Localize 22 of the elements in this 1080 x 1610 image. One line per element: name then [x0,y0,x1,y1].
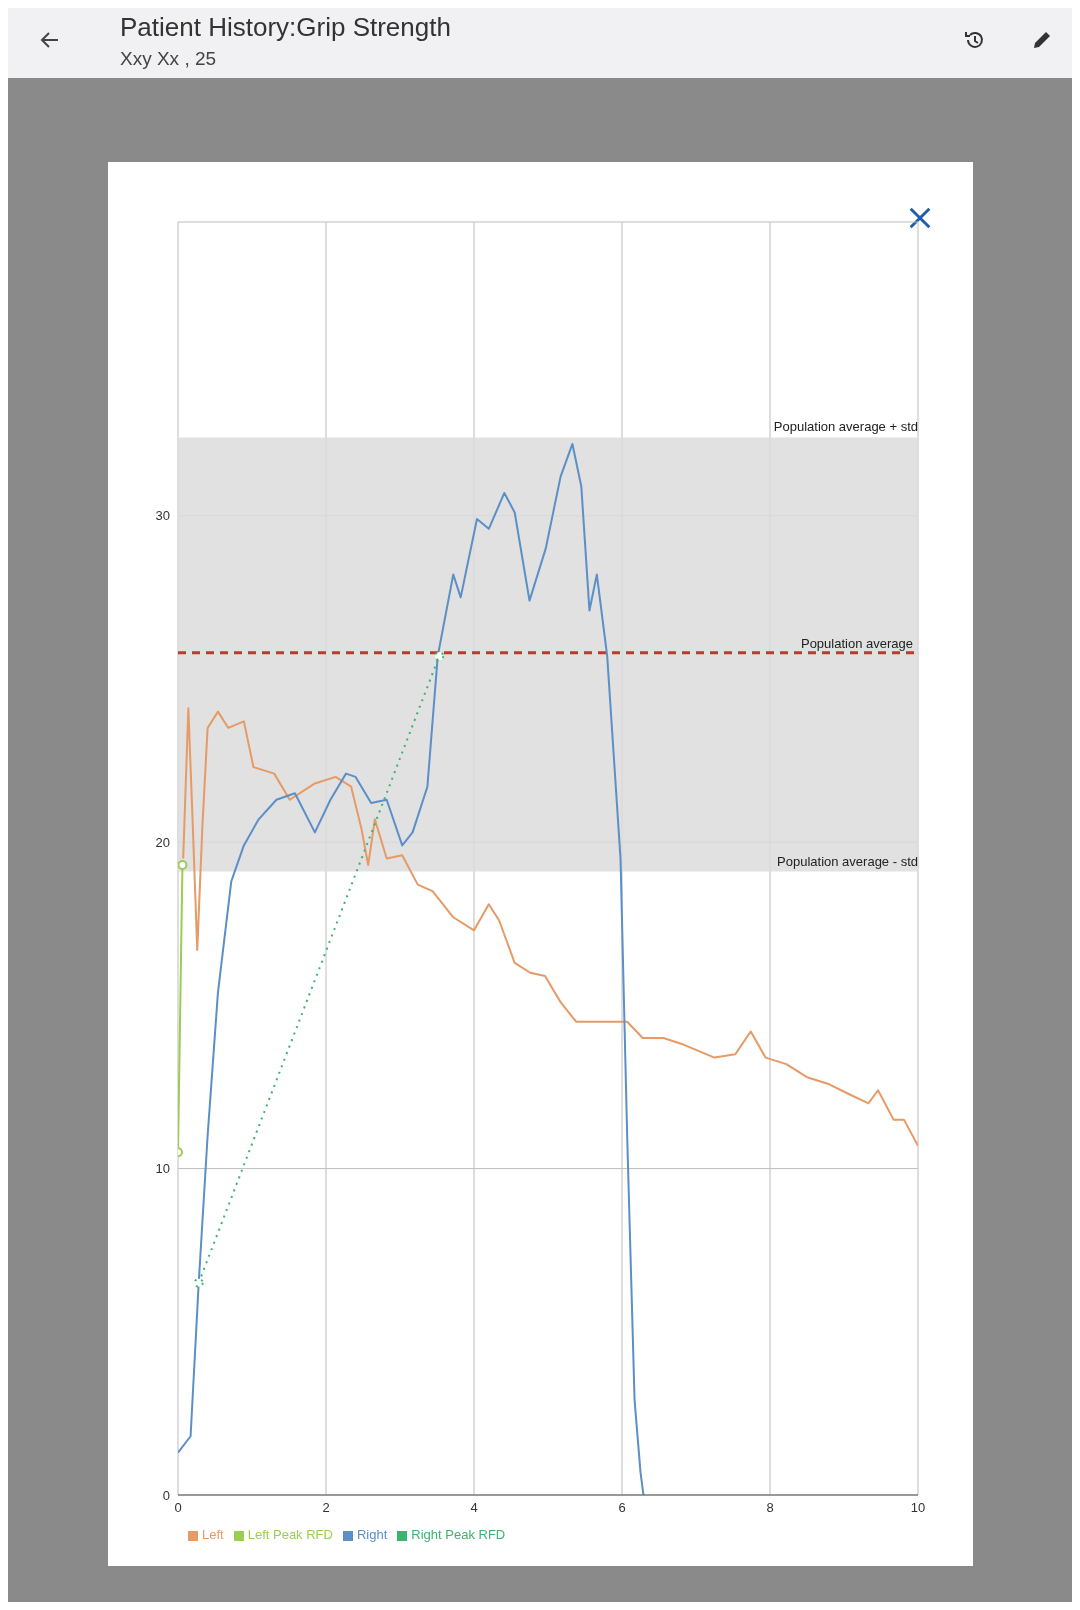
y-tick-label: 0 [162,1487,170,1503]
x-tick-label: 6 [618,1500,626,1516]
y-tick-label: 10 [155,1161,170,1177]
point [434,651,445,662]
annotation: Population average - std [777,853,918,869]
x-tick-label: 10 [910,1500,926,1516]
x-tick-label: 0 [174,1500,182,1516]
y-tick-label: 30 [155,508,170,524]
line-series [178,442,645,1495]
chart-subtitle: Xxy Xx , 25 [120,48,217,70]
chart-title: Patient History:Grip Strength [120,12,451,43]
point [193,1277,204,1288]
legend-label: Left Peak RFD [247,1527,333,1542]
legend-label: Right Peak RFD [411,1527,506,1542]
y-tick-label: 20 [155,834,170,850]
x-tick-label: 8 [766,1500,774,1516]
ref-line-label: Population average [800,635,913,651]
x-tick-label: 2 [322,1500,330,1516]
legend-label: Right [356,1527,388,1542]
annotation: Population average + std [773,419,918,435]
legend-label: Left [202,1527,224,1542]
x-tick-label: 4 [470,1500,478,1516]
